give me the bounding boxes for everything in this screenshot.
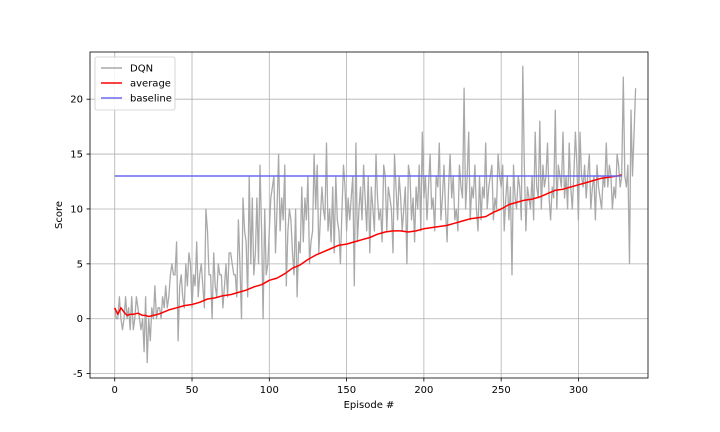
y-tick-label: 15 <box>70 150 83 161</box>
x-tick-label: 250 <box>492 385 511 396</box>
y-tick-label: 10 <box>70 204 83 215</box>
legend-label: average <box>130 79 171 90</box>
x-tick-label: 100 <box>260 385 279 396</box>
legend-box <box>94 56 176 111</box>
legend: DQN average baseline <box>94 56 176 111</box>
legend-label: baseline <box>130 94 172 105</box>
y-axis-label: Score <box>54 201 65 229</box>
x-tick-label: 300 <box>569 385 588 396</box>
series-line-average <box>114 174 622 318</box>
series-line-DQN <box>114 65 637 364</box>
x-tick-label: 0 <box>112 385 118 396</box>
x-tick-label: 150 <box>337 385 356 396</box>
x-tick-label: 50 <box>186 385 199 396</box>
series-layer <box>114 65 637 364</box>
legend-label: DQN <box>130 64 153 75</box>
y-tick-label: 5 <box>77 259 83 270</box>
y-tick-label: 20 <box>70 95 83 106</box>
x-tick-label: 200 <box>414 385 433 396</box>
x-axis: 0 50 100 150 200 250 300 <box>112 378 588 396</box>
y-tick-label: 0 <box>77 314 83 325</box>
y-tick-label: -5 <box>73 369 83 380</box>
plot-frame <box>89 51 649 379</box>
grid <box>90 52 648 378</box>
y-axis: -5 0 5 10 15 20 <box>70 95 90 380</box>
x-axis-label: Episode # <box>344 400 395 411</box>
